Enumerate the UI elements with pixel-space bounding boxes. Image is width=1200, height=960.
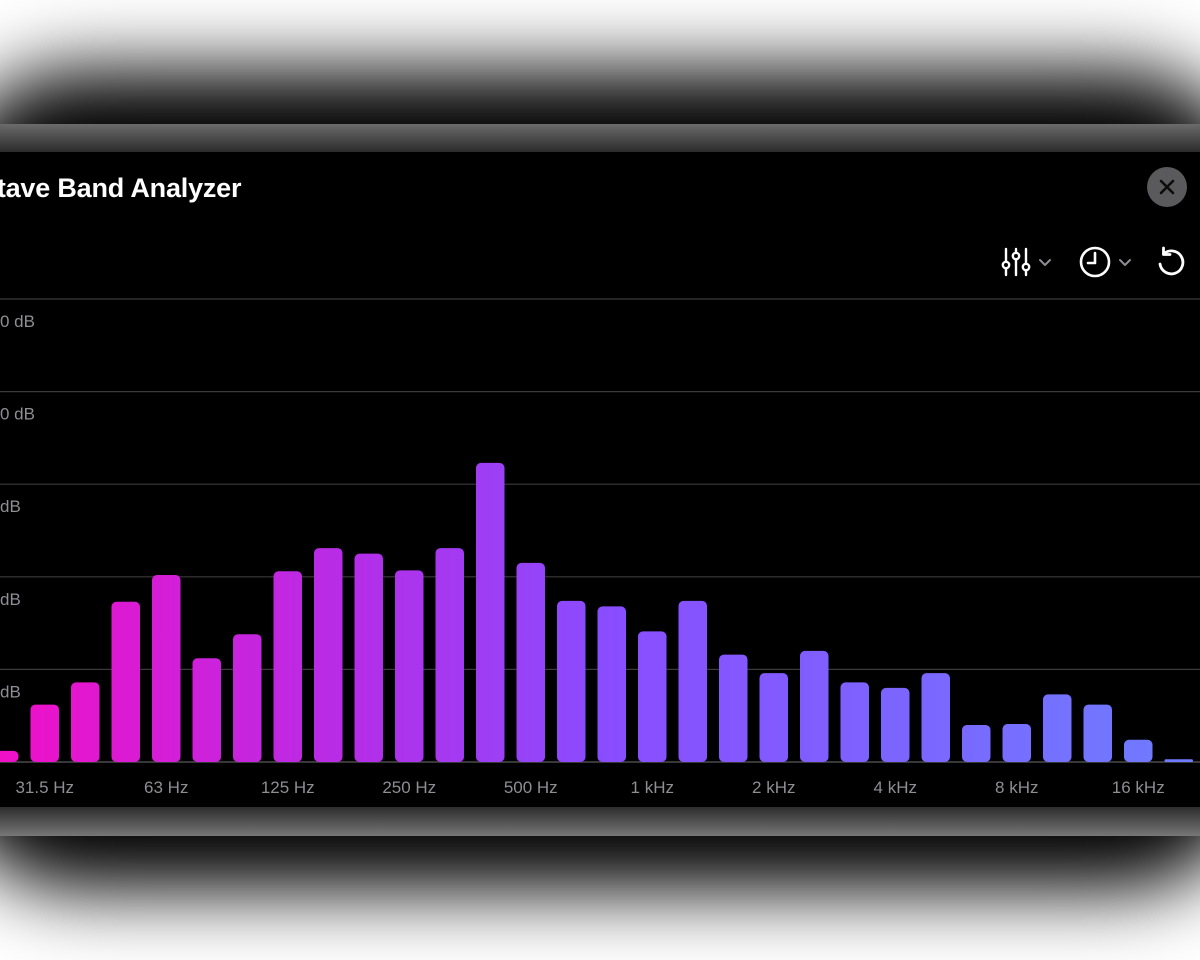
x-tick-label: 63 Hz (144, 778, 188, 797)
y-tick-label: 0 dB (0, 312, 35, 331)
band-bar (71, 682, 100, 762)
analyzer-screen: ctave Band Analyzer (0, 152, 1200, 807)
x-tick-label: 125 Hz (261, 778, 315, 797)
sliders-icon (1001, 247, 1031, 277)
band-bar (1043, 694, 1072, 762)
x-tick-label: 8 kHz (995, 778, 1038, 797)
band-bar (111, 601, 140, 762)
band-bar (1164, 759, 1193, 762)
band-settings-button[interactable] (1000, 244, 1052, 280)
band-bar (476, 462, 505, 762)
band-bar (30, 704, 59, 762)
band-bar (273, 571, 302, 762)
page-title: ctave Band Analyzer (0, 173, 242, 203)
band-bar (152, 574, 181, 762)
y-tick-label: dB (0, 682, 21, 701)
band-bar (759, 673, 788, 762)
x-tick-label: 16 kHz (1112, 778, 1165, 797)
y-tick-label: dB (0, 590, 21, 609)
x-tick-label: 2 kHz (752, 778, 795, 797)
band-bar (921, 673, 950, 762)
band-bar (1002, 724, 1031, 762)
y-tick-label: dB (0, 497, 21, 516)
band-bar (192, 658, 221, 762)
band-bar (233, 634, 262, 762)
band-bar (638, 631, 667, 762)
band-bar (395, 570, 424, 762)
x-tick-label: 500 Hz (504, 778, 558, 797)
band-bar (435, 548, 464, 762)
band-bar (962, 724, 991, 762)
band-bar (314, 548, 343, 762)
history-button[interactable] (1078, 244, 1132, 280)
band-bar (354, 553, 383, 762)
band-bar (719, 654, 748, 762)
x-tick-label: 1 kHz (631, 778, 674, 797)
spectrum-chart: 0 dB 0 dB dB dB dB 31.5 Hz 63 Hz 125 Hz 250 Hz 50… (0, 298, 1200, 797)
close-button[interactable] (1147, 167, 1187, 207)
rotate-ccw-icon (1158, 246, 1185, 276)
band-bar (678, 600, 707, 762)
reset-button[interactable] (1154, 244, 1188, 280)
band-bar (1083, 704, 1112, 762)
chevron-down-icon (1119, 259, 1131, 266)
band-bar (881, 687, 910, 762)
chevron-down-icon (1039, 259, 1051, 266)
x-tick-label: 4 kHz (874, 778, 917, 797)
band-bar (840, 682, 869, 762)
band-bar (516, 562, 545, 762)
band-bar (1124, 739, 1153, 762)
xmark-icon (1159, 179, 1175, 195)
clock-icon (1079, 246, 1111, 278)
y-tick-label: 0 dB (0, 405, 35, 424)
band-bar (800, 650, 829, 762)
x-tick-label: 250 Hz (382, 778, 436, 797)
band-bar (597, 606, 626, 762)
band-bar (0, 750, 19, 762)
band-bar (557, 600, 586, 762)
x-tick-label: 31.5 Hz (15, 778, 74, 797)
